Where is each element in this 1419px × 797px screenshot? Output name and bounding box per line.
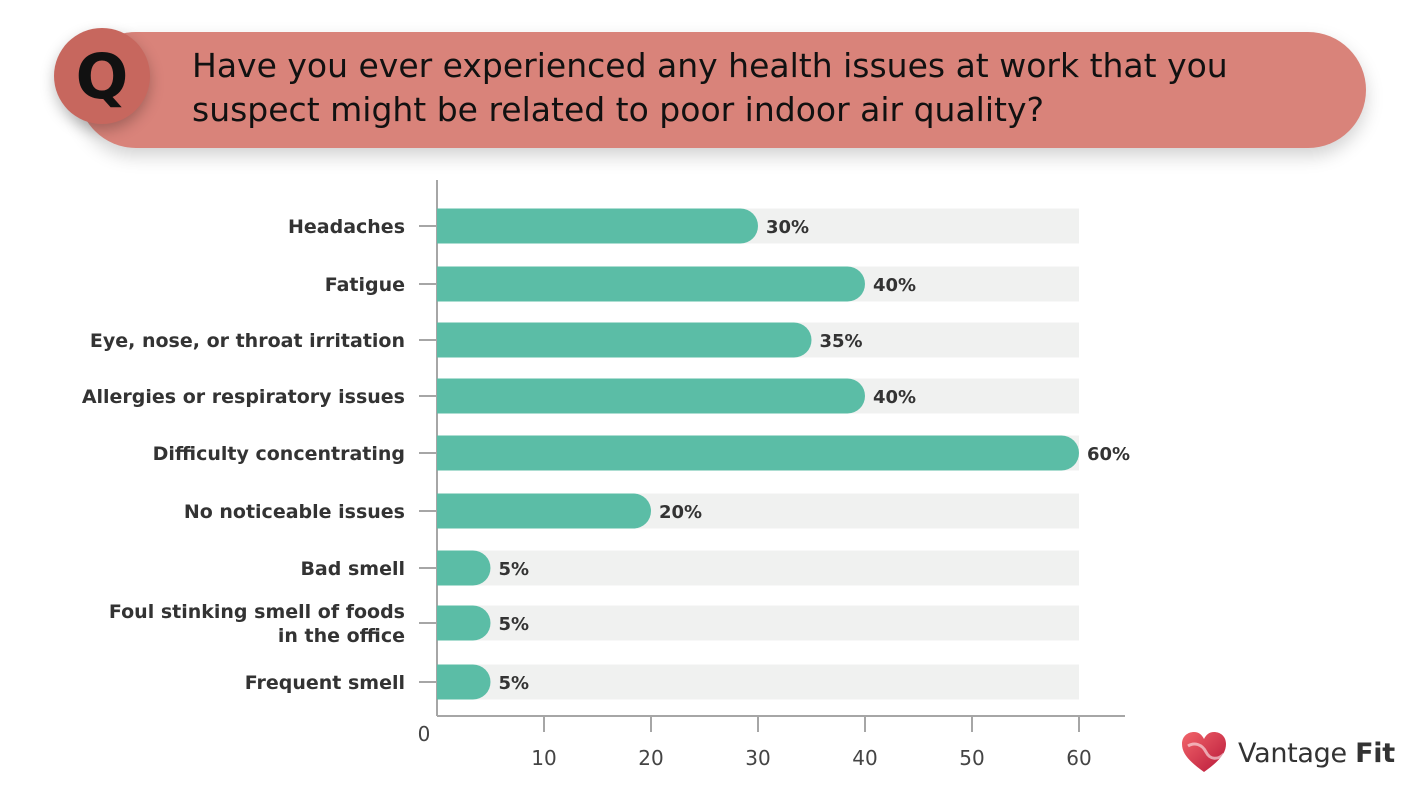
data-label: 20%	[659, 502, 702, 523]
bar	[437, 550, 491, 586]
category-label: Difficulty concentrating	[153, 443, 405, 465]
bar	[437, 378, 865, 414]
brand-name: Vantage Fit	[1238, 738, 1395, 769]
x-tick-label: 60	[1066, 746, 1091, 770]
question-banner	[78, 32, 1366, 148]
bar	[437, 435, 1079, 471]
data-label: 30%	[766, 217, 809, 238]
x-tick-label: 0	[418, 722, 431, 746]
bar	[437, 605, 491, 641]
category-label: Headaches	[288, 216, 405, 238]
x-tick-label: 50	[959, 746, 984, 770]
bar	[437, 493, 651, 529]
bar	[437, 322, 812, 358]
x-tick-label: 10	[531, 746, 556, 770]
data-label: 40%	[873, 275, 916, 296]
x-tick-label: 40	[852, 746, 877, 770]
category-label: in the office	[278, 625, 405, 647]
data-label: 60%	[1087, 444, 1130, 465]
x-tick-label: 30	[745, 746, 770, 770]
category-label: Foul stinking smell of foods	[109, 601, 405, 623]
bar-track	[437, 550, 1079, 586]
brand-logo: Vantage Fit	[1180, 730, 1395, 776]
category-label: Fatigue	[325, 274, 405, 296]
bar	[437, 208, 758, 244]
heart-logo-icon	[1182, 732, 1226, 772]
brand-name-bold: Fit	[1355, 737, 1395, 769]
data-label: 5%	[499, 559, 530, 580]
data-label: 40%	[873, 387, 916, 408]
bar	[437, 266, 865, 302]
data-label: 35%	[820, 331, 863, 352]
brand-name-light: Vantage	[1238, 737, 1347, 769]
category-label: Frequent smell	[245, 672, 405, 694]
x-tick-label: 20	[638, 746, 663, 770]
category-label: Bad smell	[300, 558, 405, 580]
bar-track	[437, 605, 1079, 641]
bar	[437, 664, 491, 700]
category-label: Allergies or respiratory issues	[82, 386, 405, 408]
data-label: 5%	[499, 614, 530, 635]
category-label: Eye, nose, or throat irritation	[90, 330, 405, 352]
category-label: No noticeable issues	[184, 501, 405, 523]
question-title: Have you ever experienced any health iss…	[192, 46, 1228, 129]
bar-track	[437, 664, 1079, 700]
data-label: 5%	[499, 673, 530, 694]
question-badge: Q	[54, 28, 150, 124]
